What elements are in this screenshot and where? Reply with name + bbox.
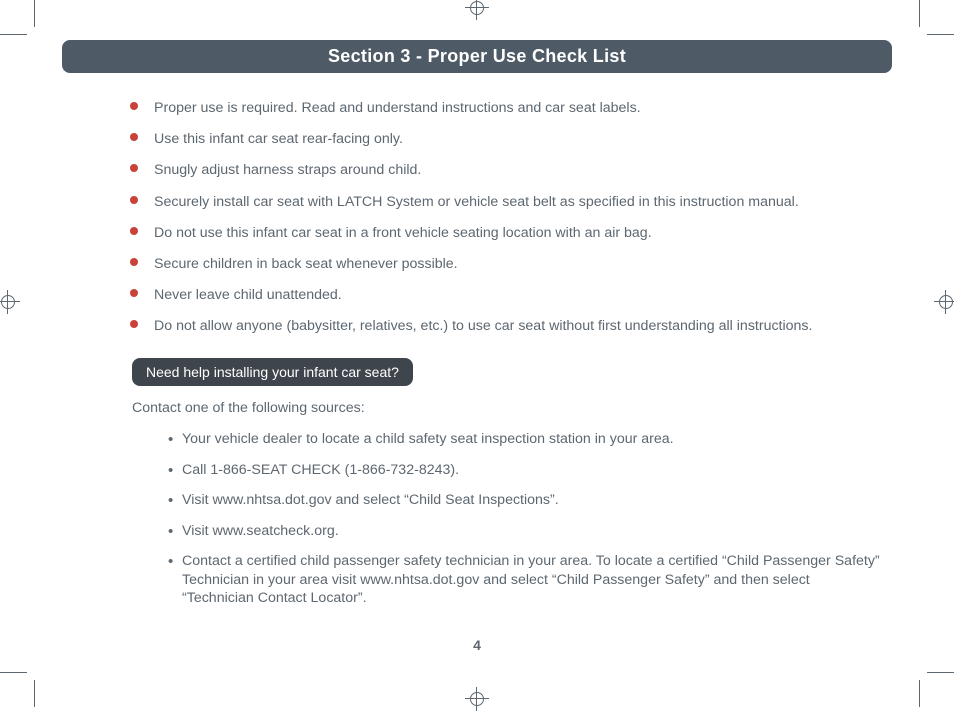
page-number: 4 <box>0 637 954 653</box>
registration-mark-icon <box>467 689 487 709</box>
checklist: Proper use is required. Read and underst… <box>62 99 892 336</box>
help-source-item: Visit www.seatcheck.org. <box>168 522 882 540</box>
registration-mark-icon <box>0 292 18 312</box>
help-sources: Your vehicle dealer to locate a child sa… <box>62 430 892 607</box>
checklist-item: Use this infant car seat rear-facing onl… <box>136 130 882 149</box>
checklist-item: Securely install car seat with LATCH Sys… <box>136 193 882 212</box>
checklist-item: Never leave child unattended. <box>136 286 882 305</box>
contact-intro: Contact one of the following sources: <box>132 400 892 416</box>
checklist-item: Snugly adjust harness straps around chil… <box>136 161 882 180</box>
registration-mark-icon <box>936 292 954 312</box>
help-source-item: Visit www.nhtsa.dot.gov and select “Chil… <box>168 491 882 509</box>
checklist-item: Do not use this infant car seat in a fro… <box>136 224 882 243</box>
section-header: Section 3 - Proper Use Check List <box>62 40 892 73</box>
help-source-item: Call 1-866-SEAT CHECK (1-866-732-8243). <box>168 461 882 479</box>
help-source-item: Contact a certified child passenger safe… <box>168 552 882 607</box>
checklist-item: Do not allow anyone (babysitter, relativ… <box>136 317 882 336</box>
checklist-item: Proper use is required. Read and underst… <box>136 99 882 118</box>
registration-mark-icon <box>467 0 487 18</box>
help-pill: Need help installing your infant car sea… <box>132 358 413 386</box>
help-source-item: Your vehicle dealer to locate a child sa… <box>168 430 882 448</box>
checklist-item: Secure children in back seat whenever po… <box>136 255 882 274</box>
page-content: Section 3 - Proper Use Check List Proper… <box>62 40 892 620</box>
